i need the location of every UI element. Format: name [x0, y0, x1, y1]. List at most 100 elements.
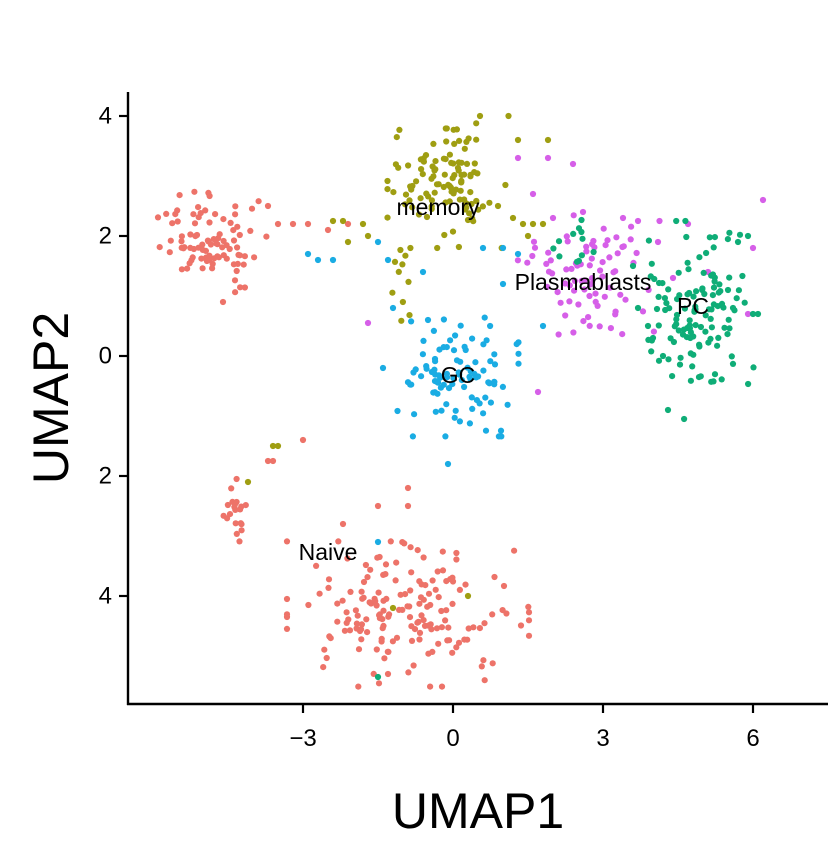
data-point [420, 617, 427, 624]
data-point [212, 211, 219, 218]
data-point [504, 401, 511, 408]
data-point [544, 154, 552, 162]
data-point [418, 612, 425, 619]
data-point [396, 126, 403, 133]
data-point [703, 249, 710, 257]
data-point [378, 638, 385, 645]
data-point [514, 154, 522, 162]
data-point [269, 442, 277, 450]
data-point [681, 305, 689, 312]
data-point [696, 343, 703, 350]
data-point [441, 171, 448, 178]
data-point [592, 290, 599, 297]
data-point [467, 375, 474, 383]
data-point [408, 637, 416, 645]
data-point [466, 210, 473, 217]
data-point [374, 673, 382, 681]
data-point [715, 289, 722, 296]
data-point [729, 360, 737, 367]
data-point [392, 161, 399, 168]
data-point [416, 578, 423, 585]
data-point [339, 217, 347, 225]
x-axis-title: UMAP1 [392, 783, 564, 839]
data-point [534, 388, 542, 396]
data-point [433, 181, 441, 188]
data-point [396, 606, 403, 614]
data-point [187, 231, 194, 238]
data-point [581, 286, 588, 293]
data-point [404, 603, 411, 610]
cluster-label-memory: memory [396, 194, 480, 220]
data-point [555, 331, 562, 338]
data-point [444, 637, 451, 644]
data-point [685, 266, 692, 273]
data-point [455, 639, 463, 646]
data-point [450, 375, 457, 382]
data-point [198, 255, 205, 262]
data-point [487, 358, 494, 365]
data-point [734, 238, 742, 246]
data-point [596, 323, 603, 330]
data-point [154, 214, 162, 221]
data-point [586, 292, 593, 300]
data-point [304, 220, 312, 228]
data-point [415, 211, 423, 218]
data-point [184, 265, 191, 272]
data-point [389, 289, 396, 296]
data-point [729, 304, 737, 312]
data-point [735, 287, 743, 294]
data-point [392, 577, 399, 584]
data-point [645, 286, 652, 293]
data-point [590, 248, 597, 256]
data-point [390, 189, 397, 196]
data-point [419, 268, 427, 276]
data-point [655, 322, 662, 329]
data-point [525, 632, 533, 639]
data-point [702, 312, 709, 319]
x-tick-label: 0 [446, 725, 459, 752]
data-point [242, 502, 249, 509]
data-point [581, 277, 588, 284]
data-point [499, 607, 506, 614]
data-point [462, 581, 469, 588]
data-point [683, 233, 690, 241]
data-point [405, 162, 412, 169]
data-point [206, 257, 213, 264]
data-point [583, 248, 590, 255]
data-point [564, 238, 571, 245]
data-point [412, 366, 419, 373]
data-point [438, 407, 445, 414]
data-point [491, 351, 498, 358]
data-point [465, 625, 472, 632]
data-point [473, 397, 480, 404]
data-point [167, 237, 174, 244]
data-point [379, 625, 386, 632]
data-point [566, 298, 573, 305]
data-point [382, 571, 389, 578]
data-point [613, 234, 620, 241]
data-point [578, 216, 585, 224]
data-point [305, 601, 312, 609]
data-point [670, 338, 678, 346]
data-point [563, 266, 570, 273]
data-point [407, 544, 414, 551]
data-point [509, 214, 517, 222]
data-point [749, 244, 757, 252]
data-point [405, 278, 412, 285]
data-point [709, 271, 717, 278]
data-point [169, 220, 176, 227]
cluster-points-gc [304, 238, 547, 546]
data-point [619, 331, 626, 338]
data-point [417, 195, 424, 202]
data-point [220, 252, 227, 259]
data-point [486, 380, 493, 387]
data-point [439, 567, 447, 574]
data-point [236, 231, 243, 239]
data-point [482, 427, 490, 434]
data-point [550, 245, 557, 252]
data-point [255, 198, 262, 205]
cluster-points-naive [154, 188, 533, 690]
data-point [566, 282, 573, 289]
data-point [449, 574, 456, 581]
